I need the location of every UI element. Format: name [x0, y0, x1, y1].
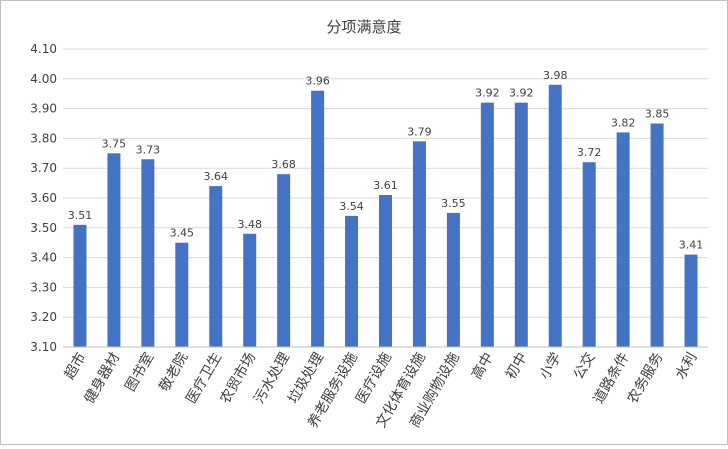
data-label: 3.72 [577, 146, 602, 159]
bar [446, 212, 460, 347]
data-label: 3.85 [645, 108, 670, 121]
chart-title: 分项满意度 [326, 18, 401, 36]
bar [514, 102, 528, 347]
data-label: 3.82 [611, 116, 636, 129]
data-labels: 3.51 3.75 3.73 3.45 3.64 3.48 3.68 3.96 3.54 3.61… [68, 69, 704, 252]
bars [73, 84, 698, 347]
bar [311, 90, 325, 347]
bar [650, 123, 664, 347]
bar [209, 186, 223, 347]
y-tick-label: 3.40 [30, 251, 57, 265]
data-label: 3.68 [271, 158, 296, 171]
data-label: 3.96 [305, 75, 330, 88]
bar [616, 132, 630, 347]
y-axis: 3.10 3.20 3.30 3.40 3.50 3.60 3.70 3.80 3.90 4.00… [30, 42, 57, 354]
bar [175, 242, 189, 347]
data-label: 3.48 [237, 218, 262, 231]
bar [107, 153, 121, 347]
y-tick-label: 3.60 [30, 191, 57, 205]
data-label: 3.79 [407, 125, 432, 138]
bar [277, 174, 291, 347]
data-label: 3.92 [475, 87, 500, 100]
data-label: 3.75 [102, 137, 127, 150]
bar [548, 84, 562, 347]
y-tick-label: 4.10 [30, 42, 57, 56]
bar [480, 102, 494, 347]
y-tick-label: 4.00 [30, 72, 57, 86]
data-label: 3.92 [509, 87, 534, 100]
bar [345, 215, 359, 347]
bar [582, 162, 596, 347]
y-tick-label: 3.20 [30, 310, 57, 324]
bar [412, 141, 426, 347]
bar [141, 159, 155, 347]
data-label: 3.54 [339, 200, 364, 213]
y-tick-label: 3.30 [30, 280, 57, 294]
bar [684, 254, 698, 347]
data-label: 3.98 [543, 69, 568, 82]
bar [379, 195, 392, 347]
y-tick-label: 3.70 [30, 161, 57, 175]
y-tick-label: 3.50 [30, 221, 57, 235]
data-label: 3.64 [204, 170, 229, 183]
data-label: 3.55 [441, 197, 466, 210]
bar [73, 224, 87, 347]
y-tick-label: 3.10 [30, 340, 57, 354]
y-tick-label: 3.80 [30, 131, 57, 145]
data-label: 3.61 [373, 179, 398, 192]
y-tick-label: 3.90 [30, 102, 57, 116]
bar [243, 233, 257, 347]
data-label: 3.45 [170, 227, 195, 240]
data-label: 3.73 [136, 143, 161, 156]
data-label: 3.51 [68, 209, 93, 222]
data-label: 3.41 [679, 239, 704, 252]
